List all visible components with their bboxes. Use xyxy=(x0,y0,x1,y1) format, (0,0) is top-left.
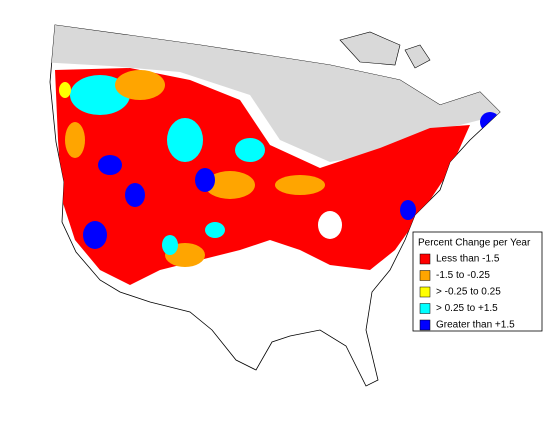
legend-swatch xyxy=(419,286,431,298)
legend-label: > -0.25 to 0.25 xyxy=(436,287,501,298)
legend: Percent Change per Year Less than -1.5 -1… xyxy=(412,231,543,332)
legend-swatch xyxy=(419,303,431,314)
legend-swatch xyxy=(419,319,431,331)
legend-title: Percent Change per Year xyxy=(418,238,531,249)
legend-box xyxy=(412,231,543,332)
legend-swatch xyxy=(419,270,431,281)
legend-label: > 0.25 to +1.5 xyxy=(436,303,498,314)
legend-label: Less than -1.5 xyxy=(436,254,500,265)
legend-swatch xyxy=(419,253,431,265)
legend-label: Greater than +1.5 xyxy=(436,320,515,331)
arctic-islands xyxy=(339,31,431,69)
legend-label: -1.5 to -0.25 xyxy=(436,270,490,281)
